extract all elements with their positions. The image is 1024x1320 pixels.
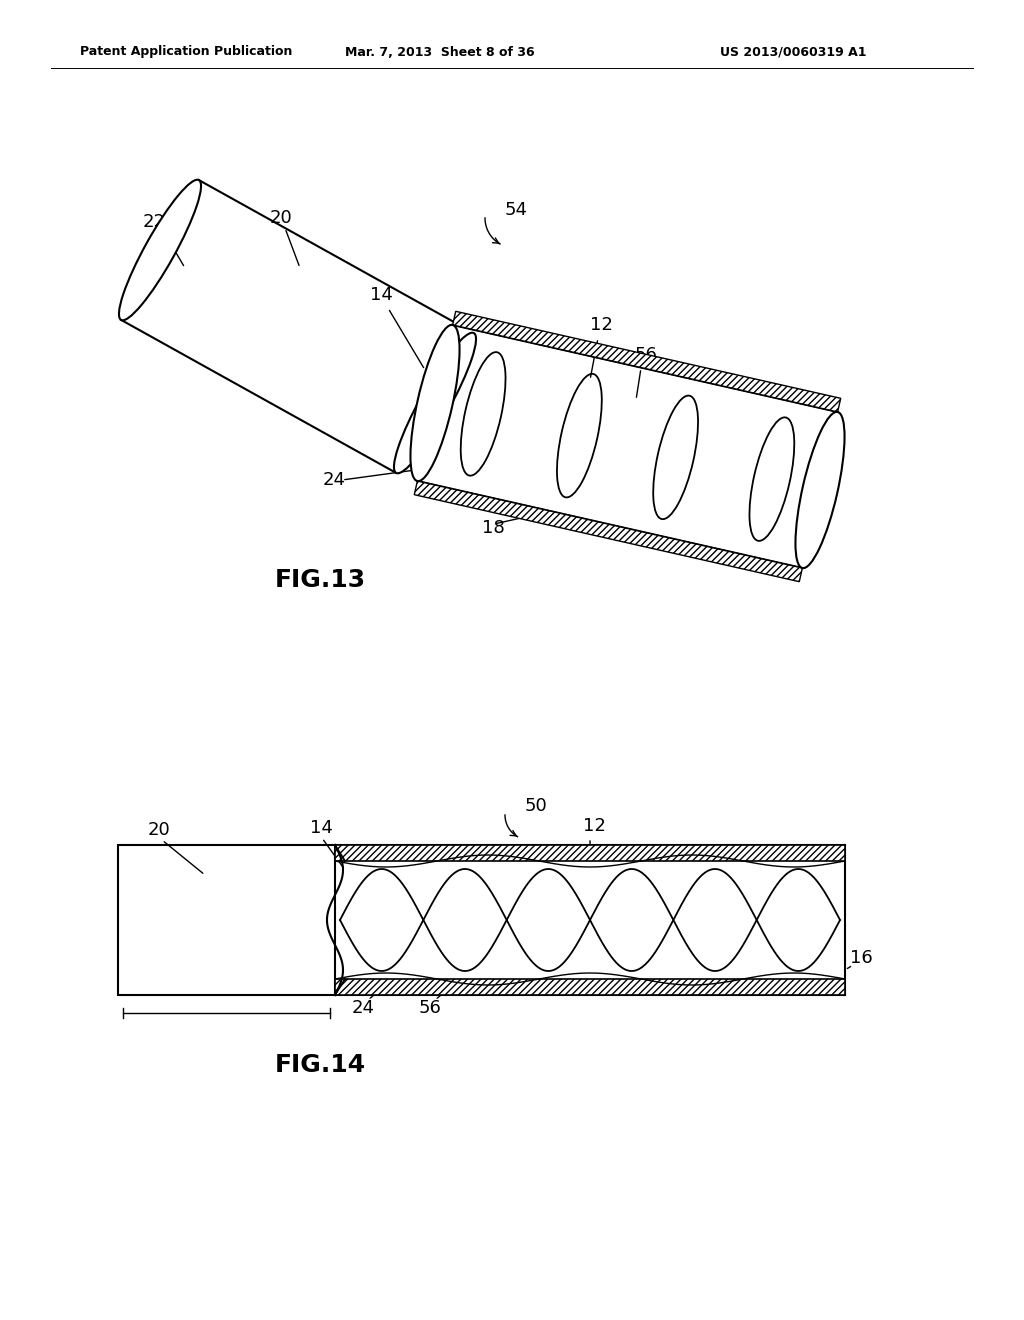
Polygon shape xyxy=(418,325,838,568)
Text: 16: 16 xyxy=(850,949,872,968)
Text: 50: 50 xyxy=(525,797,548,814)
Text: 24: 24 xyxy=(323,471,346,488)
Text: 16: 16 xyxy=(810,463,833,480)
Text: 20: 20 xyxy=(148,821,171,840)
Polygon shape xyxy=(335,979,845,995)
Text: Patent Application Publication: Patent Application Publication xyxy=(80,45,293,58)
Text: FIG.14: FIG.14 xyxy=(274,1053,366,1077)
Text: 12: 12 xyxy=(583,817,606,836)
Ellipse shape xyxy=(411,325,460,480)
Ellipse shape xyxy=(796,412,845,568)
Text: 14: 14 xyxy=(370,286,393,304)
Text: FIG.13: FIG.13 xyxy=(274,568,366,591)
Text: 12: 12 xyxy=(590,315,613,334)
Text: 54: 54 xyxy=(505,201,528,219)
Text: 18: 18 xyxy=(482,519,505,537)
Text: US 2013/0060319 A1: US 2013/0060319 A1 xyxy=(720,45,866,58)
Polygon shape xyxy=(453,312,841,412)
Text: 20: 20 xyxy=(270,209,293,227)
Polygon shape xyxy=(415,480,803,582)
Polygon shape xyxy=(121,180,474,473)
Text: 56: 56 xyxy=(419,999,441,1016)
Ellipse shape xyxy=(394,333,476,474)
Polygon shape xyxy=(118,845,335,995)
Polygon shape xyxy=(335,845,845,861)
Text: 14: 14 xyxy=(310,818,333,837)
Text: Mar. 7, 2013  Sheet 8 of 36: Mar. 7, 2013 Sheet 8 of 36 xyxy=(345,45,535,58)
Text: 22: 22 xyxy=(143,213,166,231)
Ellipse shape xyxy=(119,180,201,321)
Text: 56: 56 xyxy=(635,346,657,364)
Text: 24: 24 xyxy=(351,999,375,1016)
